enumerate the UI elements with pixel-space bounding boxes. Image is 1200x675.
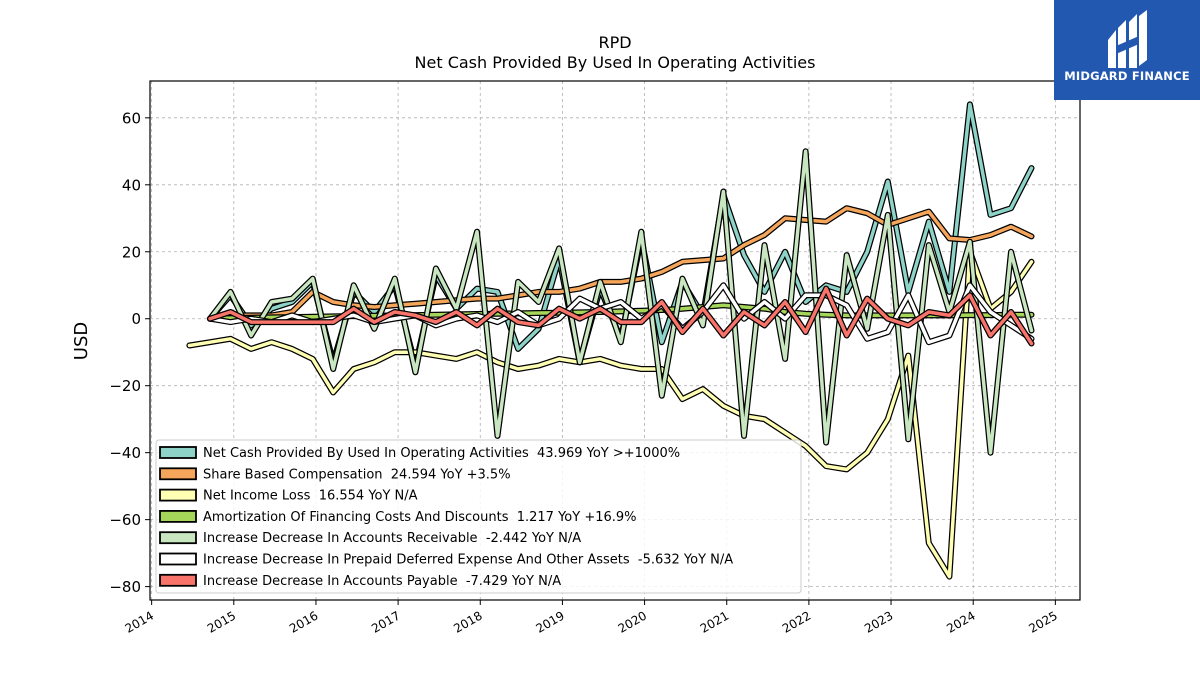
y-tick-label: −40: [109, 444, 141, 462]
legend: Net Cash Provided By Used In Operating A…: [155, 439, 802, 594]
x-tick-label: 2015: [205, 608, 238, 635]
y-tick-label: 40: [122, 176, 141, 194]
legend-entry-label: Net Cash Provided By Used In Operating A…: [203, 446, 680, 461]
legend-entry-label: Increase Decrease In Prepaid Deferred Ex…: [203, 553, 733, 568]
legend-entry-label: Share Based Compensation 24.594 YoY +3.5…: [203, 467, 511, 482]
x-tick-label: 2022: [780, 608, 813, 635]
legend-entry-label: Net Income Loss 16.554 YoY N/A: [203, 489, 418, 504]
chart-subtitle: Net Cash Provided By Used In Operating A…: [414, 53, 816, 72]
y-tick-label: 0: [131, 310, 141, 328]
chart-title: RPD: [598, 33, 632, 52]
plot-frame: [149, 80, 1081, 601]
brand-mark-icon: [1108, 10, 1147, 68]
x-tick-label: 2023: [862, 608, 895, 635]
y-tick-label: −80: [109, 578, 141, 596]
legend-swatch: [159, 467, 197, 481]
x-tick-label: 2018: [451, 608, 484, 635]
y-axis: −80 −60 −40 −20 0 20 40 60: [109, 109, 150, 596]
x-tick-label: 2024: [944, 608, 977, 635]
legend-entry-label: Increase Decrease In Accounts Receivable…: [203, 531, 581, 546]
y-tick-label: 60: [122, 109, 141, 127]
y-axis-label: USD: [71, 322, 92, 360]
x-tick-label: 2016: [287, 608, 320, 635]
x-tick-label: 2021: [698, 608, 731, 635]
brand-name: MIDGARD FINANCE: [1064, 69, 1190, 83]
legend-swatch: [159, 446, 197, 459]
legend-swatch: [159, 531, 197, 545]
series-7-line: [208, 286, 1034, 346]
y-tick-label: 20: [122, 243, 141, 261]
x-tick-label: 2017: [369, 608, 402, 635]
brand-logo: MIDGARD FINANCE: [1054, 0, 1200, 100]
legend-entry-label: Increase Decrease In Accounts Payable -7…: [203, 574, 561, 589]
legend-box: [155, 439, 802, 594]
x-tick-label: 2025: [1026, 608, 1059, 635]
legend-swatch: [159, 488, 197, 502]
legend-swatch: [159, 509, 197, 523]
x-tick-label: 2019: [533, 608, 566, 635]
legend-swatch: [159, 573, 197, 587]
y-tick-label: −20: [109, 377, 141, 395]
legend-entry-label: Amortization Of Financing Costs And Disc…: [203, 510, 637, 525]
series-3-line: [187, 250, 1034, 579]
series-group: [186, 101, 1035, 580]
y-tick-label: −60: [109, 511, 141, 529]
x-tick-label: 2020: [616, 608, 649, 635]
x-axis: 2014 2015 2016 2017 2018 2019 2020 2021 2022 2023…: [123, 600, 1060, 636]
x-tick-label: 2014: [123, 608, 156, 635]
legend-swatch: [159, 552, 197, 566]
